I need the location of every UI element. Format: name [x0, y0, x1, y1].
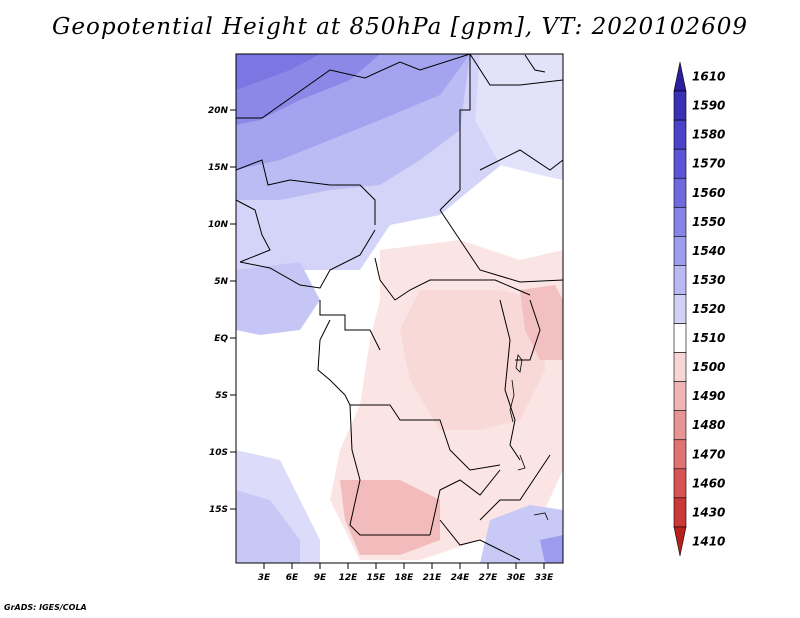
colorbar-label: 1490: [692, 389, 725, 403]
colorbar-label: 1610: [692, 70, 725, 84]
colorbar-label: 1520: [692, 302, 725, 316]
colorbar-label: 1510: [692, 331, 725, 345]
colorbar-label: 1590: [692, 99, 725, 113]
lon-tick-label: 6E: [286, 573, 299, 583]
colorbar-label: 1550: [692, 215, 725, 229]
colorbar-segment: [673, 468, 687, 499]
colorbar-label: 1530: [692, 273, 725, 287]
colorbar-label: 1410: [692, 534, 725, 548]
lon-tick-label: 18E: [395, 573, 415, 583]
colorbar-label: 1560: [692, 186, 725, 200]
colorbar-cap-bottom: [673, 526, 687, 557]
lat-tick-label: 15S: [209, 505, 228, 515]
colorbar-label: 1570: [692, 157, 725, 171]
colorbar-segment: [673, 236, 687, 266]
colorbar-segment: [673, 323, 687, 353]
colorbar-segment: [673, 410, 687, 441]
colorbar-segment: [673, 265, 687, 295]
colorbar-label: 1460: [692, 476, 725, 490]
colorbar-segment: [673, 119, 687, 150]
colorbar-segment: [673, 352, 687, 382]
lat-tick-label: 5N: [214, 277, 228, 287]
colorbar-cap-top: [673, 61, 687, 92]
colorbar-label: 1430: [692, 505, 725, 519]
lon-tick-label: 21E: [423, 573, 443, 583]
colorbar-label: 1580: [692, 128, 725, 142]
map-title: Geopotential Height at 850hPa [gpm], VT:…: [52, 14, 748, 40]
colorbar-segment: [673, 497, 687, 528]
lon-axis: 3E 6E 9E 12E 15E 18E 21E 24E 27E 30E 33E: [258, 563, 554, 583]
lon-tick-label: 33E: [535, 573, 555, 583]
map-frame: [235, 53, 564, 564]
lon-tick-label: 24E: [451, 573, 471, 583]
lon-tick-label: 12E: [339, 573, 359, 583]
colorbar-label: 1540: [692, 244, 725, 258]
country-borders: [236, 54, 563, 561]
lat-tick-label: 10S: [209, 448, 228, 458]
colorbar: 1610 1590 1580 1570 1560 1550 1540 1530 1520 1510…: [673, 61, 725, 557]
lat-tick-label: 20N: [208, 106, 229, 116]
lat-tick-label: 15N: [208, 163, 229, 173]
colorbar-segment: [673, 439, 687, 470]
lat-axis: 20N 15N 10N 5N EQ 5S 10S 15S: [208, 106, 236, 515]
colorbar-segment: [673, 206, 687, 237]
lon-tick-label: 30E: [507, 573, 527, 583]
colorbar-segment: [673, 177, 687, 208]
colorbar-segment: [673, 90, 687, 121]
colorbar-segment: [673, 381, 687, 412]
height-field: [236, 54, 563, 563]
lat-tick-label: 5S: [215, 391, 228, 401]
lon-tick-label: 15E: [367, 573, 387, 583]
lat-tick-label: 10N: [208, 220, 229, 230]
colorbar-segment: [673, 148, 687, 179]
colorbar-label: 1480: [692, 418, 725, 432]
grads-credit: GrADS: IGES/COLA: [4, 603, 87, 612]
colorbar-label: 1470: [692, 447, 725, 461]
lon-tick-label: 9E: [314, 573, 327, 583]
lon-tick-label: 3E: [258, 573, 271, 583]
colorbar-segment: [673, 294, 687, 324]
lat-tick-label: EQ: [214, 334, 228, 344]
lon-tick-label: 27E: [479, 573, 499, 583]
lakes: [509, 354, 549, 521]
colorbar-label: 1500: [692, 360, 725, 374]
